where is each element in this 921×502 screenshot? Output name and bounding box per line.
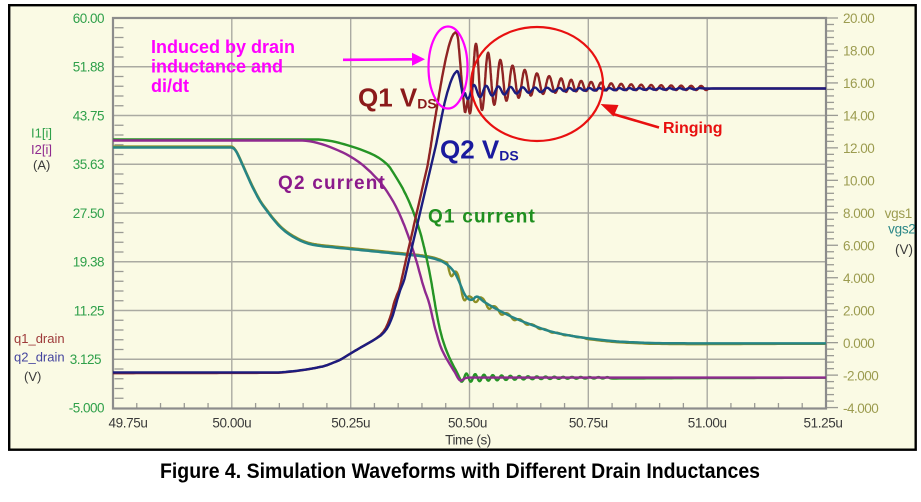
svg-text:0.000: 0.000 [843, 336, 874, 351]
svg-text:I2[i]: I2[i] [31, 142, 52, 157]
svg-text:-5.000: -5.000 [69, 401, 104, 416]
svg-text:3.125: 3.125 [70, 352, 101, 367]
svg-text:Induced by drain: Induced by drain [151, 37, 295, 57]
svg-text:12.00: 12.00 [843, 141, 874, 156]
svg-text:di/dt: di/dt [151, 76, 189, 96]
svg-text:Figure 4. Simulation Waveforms: Figure 4. Simulation Waveforms with Diff… [160, 460, 760, 483]
svg-text:20.00: 20.00 [843, 11, 874, 26]
svg-text:35.63: 35.63 [73, 157, 104, 172]
svg-text:16.00: 16.00 [843, 76, 874, 91]
svg-text:19.38: 19.38 [73, 255, 104, 270]
svg-text:43.75: 43.75 [73, 108, 104, 123]
svg-text:50.50u: 50.50u [448, 416, 487, 431]
svg-text:14.00: 14.00 [843, 108, 874, 123]
svg-text:51.25u: 51.25u [804, 416, 843, 431]
svg-text:11.25: 11.25 [74, 303, 104, 318]
svg-text:-2.000: -2.000 [843, 368, 878, 383]
svg-text:6.000: 6.000 [843, 238, 874, 253]
svg-text:Q2 current: Q2 current [278, 173, 386, 194]
svg-text:(V): (V) [24, 369, 41, 384]
svg-text:51.88: 51.88 [73, 60, 104, 75]
svg-text:49.75u: 49.75u [109, 416, 148, 431]
svg-text:Ringing: Ringing [663, 120, 723, 137]
svg-text:10.00: 10.00 [843, 173, 874, 188]
svg-text:-4.000: -4.000 [843, 401, 878, 416]
svg-text:q1_drain: q1_drain [14, 331, 65, 346]
svg-text:60.00: 60.00 [73, 11, 104, 26]
svg-text:(A): (A) [33, 158, 50, 173]
svg-text:50.25u: 50.25u [331, 416, 370, 431]
svg-text:inductance and: inductance and [151, 57, 283, 77]
svg-text:I1[i]: I1[i] [31, 126, 52, 141]
svg-text:2.000: 2.000 [843, 303, 874, 318]
svg-text:Q1 current: Q1 current [428, 207, 536, 228]
svg-text:50.75u: 50.75u [569, 416, 608, 431]
svg-text:vgs1: vgs1 [885, 206, 912, 221]
svg-text:18.00: 18.00 [843, 43, 874, 58]
svg-text:4.000: 4.000 [843, 271, 874, 286]
svg-text:50.00u: 50.00u [212, 416, 251, 431]
svg-text:27.50: 27.50 [73, 206, 104, 221]
svg-text:8.000: 8.000 [843, 206, 874, 221]
svg-text:51.00u: 51.00u [688, 416, 727, 431]
svg-text:(V): (V) [895, 242, 913, 257]
svg-text:vgs2: vgs2 [888, 222, 915, 237]
svg-text:q2_drain: q2_drain [14, 350, 65, 365]
svg-text:Time (s): Time (s) [445, 433, 491, 448]
